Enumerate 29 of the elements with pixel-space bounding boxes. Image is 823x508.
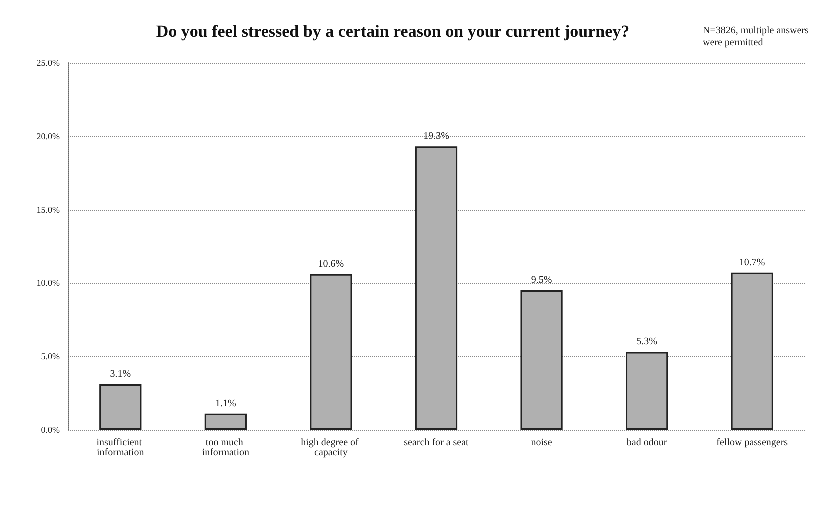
x-tick-label: insufficient information [96,438,145,458]
y-tick-label: 10.0% [36,278,60,288]
data-label: 3.1% [110,368,132,380]
y-tick-label: 5.0% [41,352,60,362]
y-tick-label: 20.0% [36,131,60,142]
data-label: 10.7% [739,257,766,268]
bar [204,414,247,430]
bar [415,146,458,430]
bar [626,352,668,430]
x-tick-label: too much information [202,438,250,458]
data-label: 1.1% [216,398,236,410]
y-tick-label: 15.0% [36,204,60,215]
bar [520,290,563,430]
chart-title: Do you feel stressed by a certain reason on your current journey? [156,22,630,41]
x-tick-label: search for a seat [404,438,470,448]
text: N=3826, multiple answers were permitted [703,26,812,48]
x-tick-label: bad odour [626,438,668,448]
x-tick-label: fellow passengers [716,438,788,448]
y-tick-label: 25.0% [36,58,60,68]
data-label: 5.3% [636,336,658,348]
y-tick-label: 0.0% [41,425,60,435]
x-tick-label: noise [531,438,553,448]
bar [100,384,142,430]
data-label: 9.5% [531,275,552,286]
bar [310,274,352,430]
data-label: 10.6% [318,258,344,270]
bar [731,272,774,430]
x-tick-label: high degree of capacity [301,438,362,458]
data-label: 19.3% [424,131,450,142]
